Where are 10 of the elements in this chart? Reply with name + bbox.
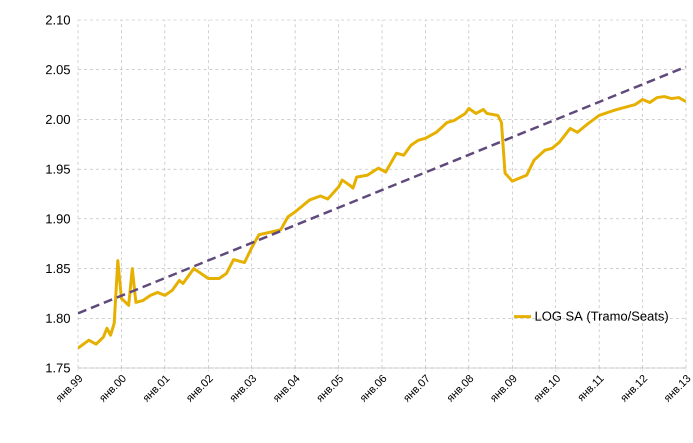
legend-label: LOG SA (Tramo/Seats)	[536, 311, 668, 324]
line-series	[78, 95, 686, 350]
y-tick-label: 1.80	[46, 314, 70, 323]
y-tick-label: 1.75	[46, 363, 70, 373]
y-tick-label: 1.90	[46, 214, 70, 224]
y-tick-label: 1.95	[46, 164, 70, 174]
y-tick-label: 2.05	[46, 65, 70, 74]
y-tick-label: 1.85	[46, 264, 70, 274]
y-tick-label: 2.00	[46, 114, 70, 124]
y-tick-label: 2.10	[46, 15, 70, 25]
